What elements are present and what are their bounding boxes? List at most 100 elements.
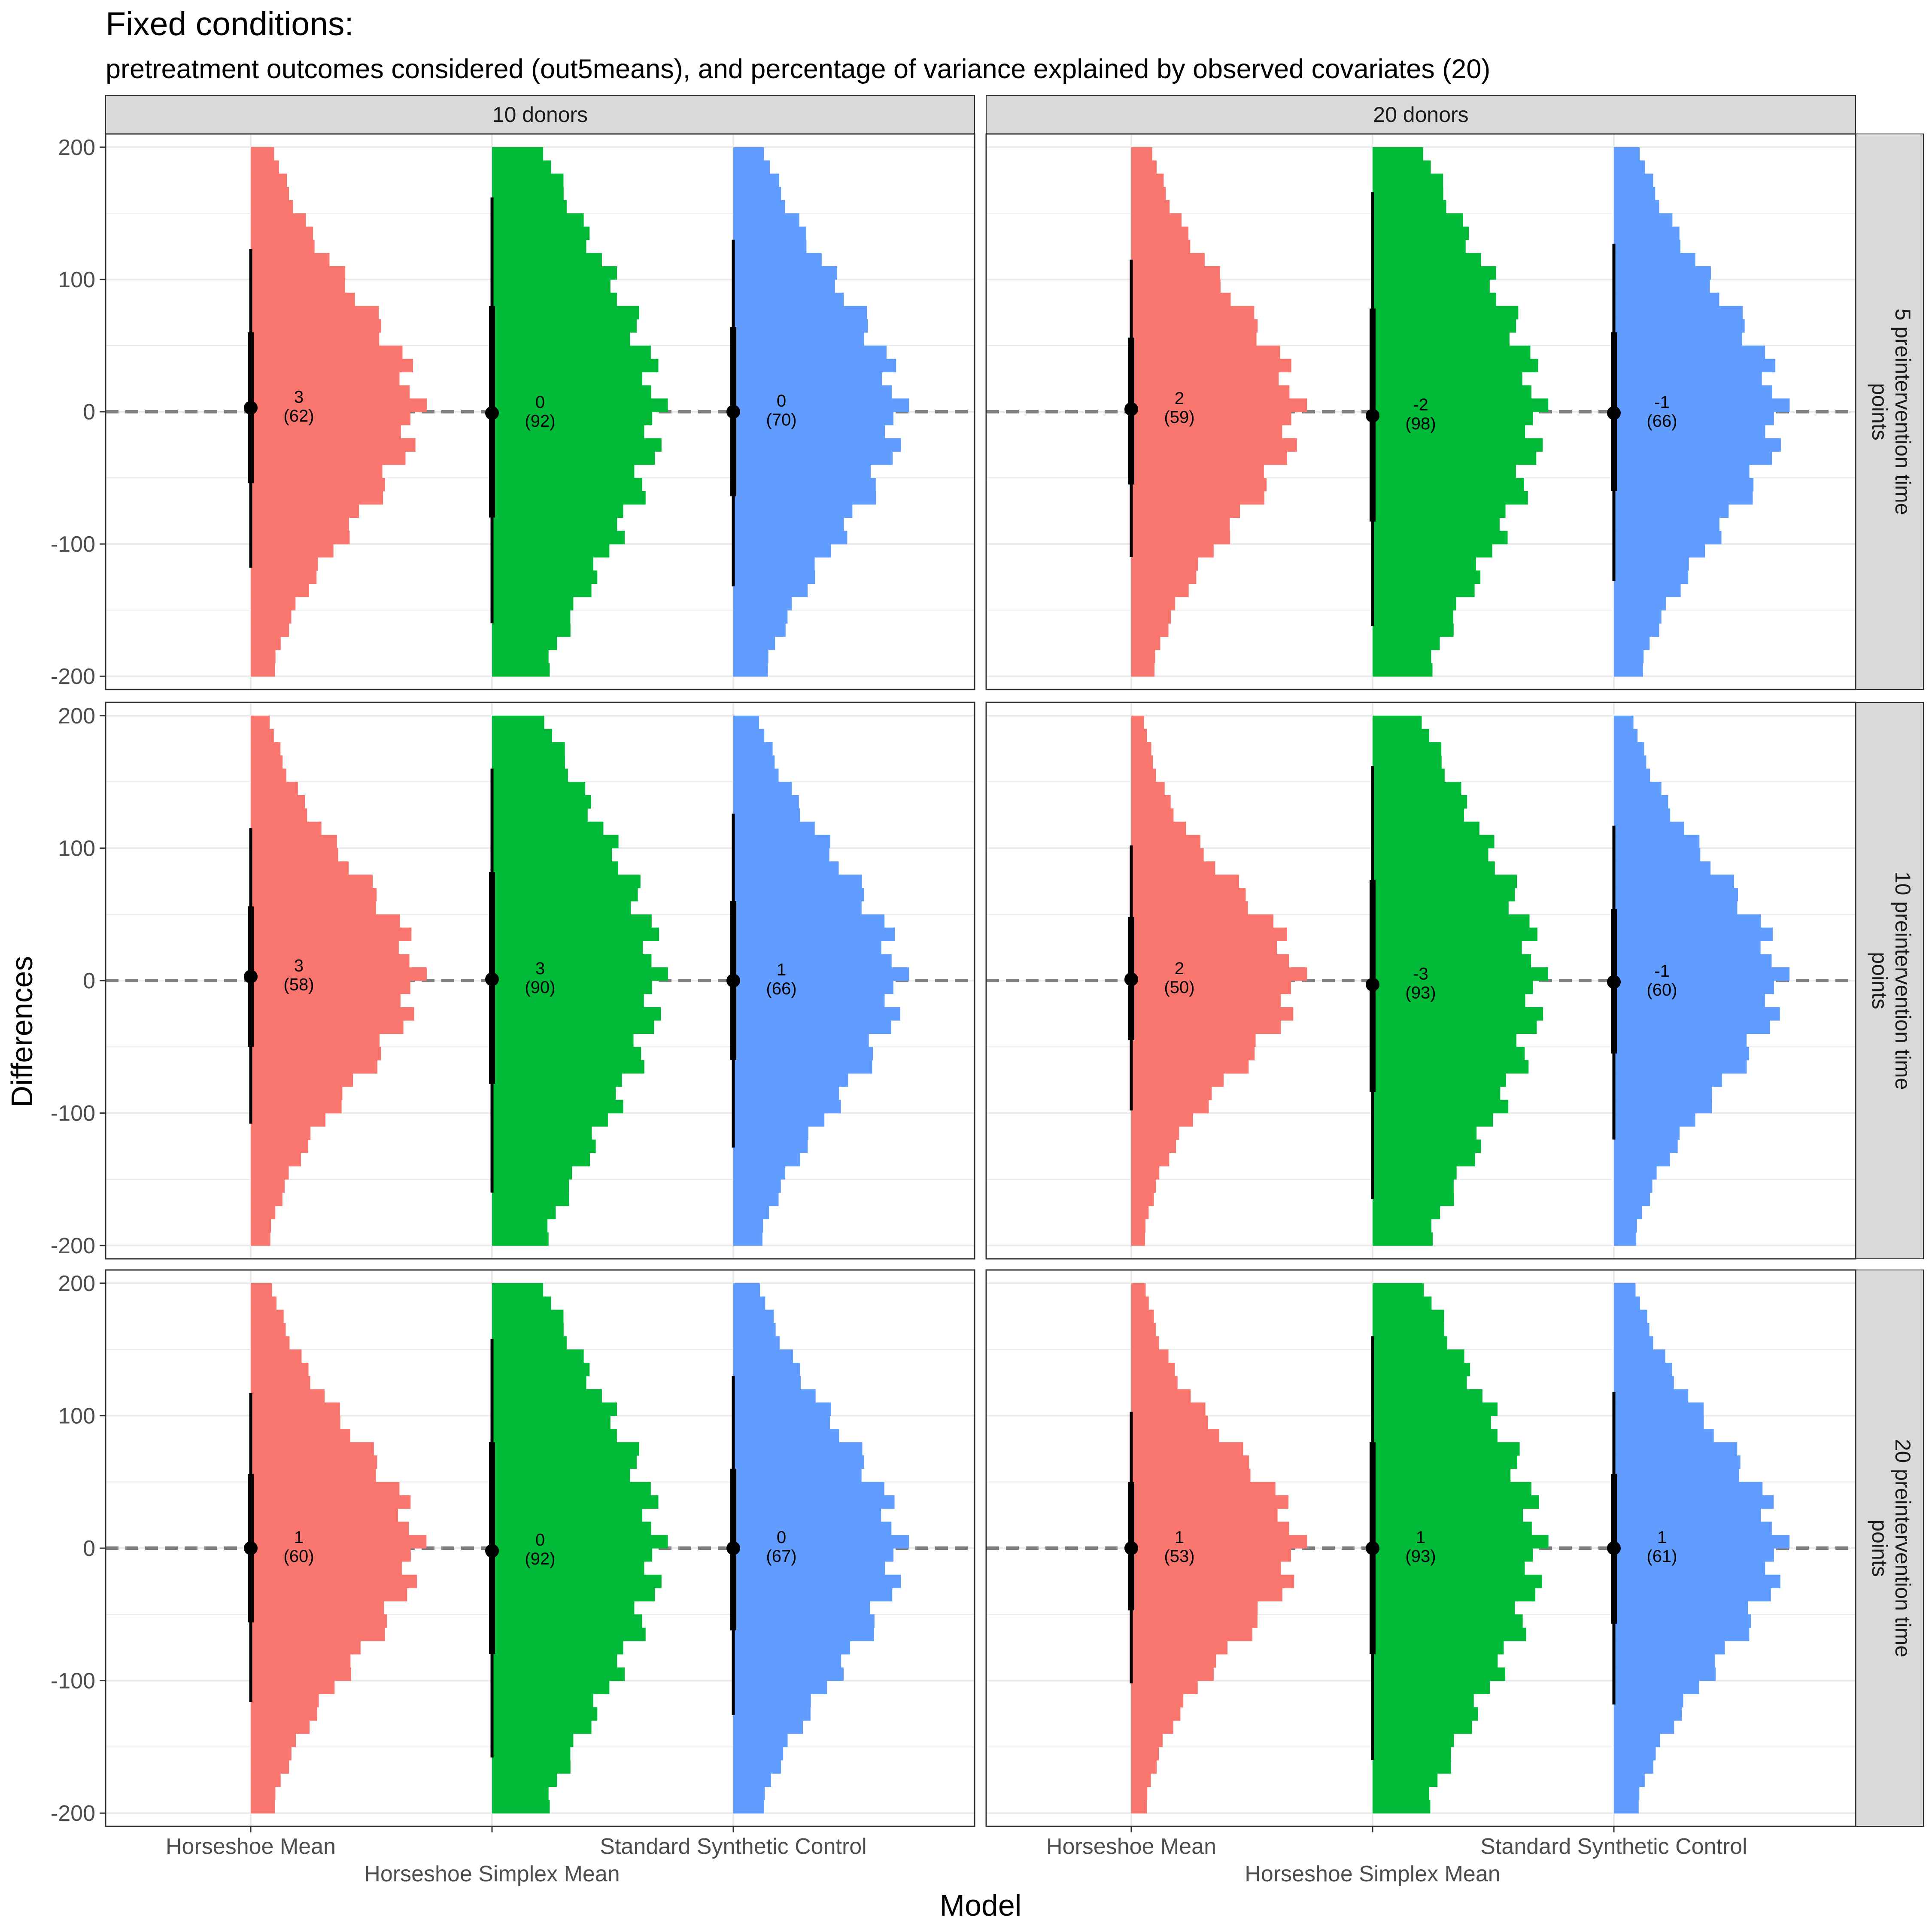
- histogram-bin: [492, 438, 662, 452]
- histogram-bin: [1131, 531, 1230, 544]
- histogram-bin: [1614, 782, 1662, 796]
- histogram-bin: [733, 1416, 830, 1429]
- median-point: [1366, 409, 1379, 423]
- histogram-bin: [492, 504, 623, 518]
- histogram-bin: [733, 173, 779, 187]
- histogram-bin: [492, 147, 544, 161]
- histogram-bin: [492, 1442, 639, 1456]
- histogram-bin: [251, 412, 410, 425]
- histogram-bin: [1614, 1588, 1771, 1602]
- median-point: [485, 972, 499, 986]
- histogram-bin: [1373, 1007, 1543, 1021]
- row-strip-label-line-2: points: [1868, 383, 1892, 440]
- histogram-bin: [251, 1033, 380, 1047]
- histogram-bin: [1131, 1020, 1281, 1034]
- spread-label: (50): [1164, 978, 1194, 997]
- histogram-bin: [1131, 914, 1274, 928]
- histogram-bin: [1131, 1323, 1156, 1337]
- histogram-bin: [1373, 729, 1429, 743]
- histogram-bin: [492, 1707, 598, 1721]
- histogram-bin: [733, 1336, 780, 1350]
- histogram-bin: [251, 782, 298, 796]
- histogram-bin: [251, 1153, 301, 1166]
- histogram-bin: [1373, 1139, 1481, 1153]
- histogram-bin: [733, 1786, 765, 1800]
- histogram-bin: [492, 200, 567, 214]
- histogram-bin: [1131, 345, 1280, 359]
- histogram-bin: [733, 1007, 900, 1021]
- histogram-bin: [251, 795, 305, 809]
- histogram-bin: [251, 1073, 353, 1087]
- y-axis-title: Differences: [5, 956, 39, 1108]
- histogram-bin: [1373, 1166, 1457, 1180]
- histogram-bin: [733, 1694, 811, 1707]
- histogram-bin: [1373, 557, 1476, 571]
- panel-1: 3(62)0(92)0(70): [105, 133, 975, 690]
- row-strip-2: [1855, 702, 1924, 1259]
- histogram-bin: [1131, 835, 1200, 849]
- panel-3: 3(58)3(90)1(66): [105, 702, 975, 1260]
- histogram-bin: [1373, 1192, 1454, 1206]
- histogram-bin: [1131, 1694, 1184, 1707]
- histogram-bin: [1614, 1047, 1750, 1060]
- histogram-bin: [733, 1429, 839, 1443]
- histogram-bin: [733, 1073, 848, 1087]
- histogram-bin: [492, 1574, 662, 1589]
- y-tick-label: 0: [83, 400, 95, 425]
- histogram-bin: [1614, 1574, 1780, 1589]
- histogram-bin: [733, 253, 822, 267]
- histogram-bin: [251, 478, 385, 492]
- histogram-bin: [733, 1680, 827, 1695]
- median-point: [485, 1544, 499, 1558]
- histogram-bin: [492, 345, 651, 359]
- histogram-bin: [492, 1363, 590, 1376]
- histogram-bin: [733, 1455, 864, 1469]
- histogram-bin: [1131, 213, 1182, 227]
- histogram-bin: [1373, 954, 1531, 968]
- chart-title: Fixed conditions:: [106, 6, 354, 43]
- histogram-bin: [492, 213, 584, 227]
- histogram-bin: [492, 808, 588, 822]
- histogram-bin: [1373, 1694, 1474, 1707]
- histogram-bin: [1373, 1336, 1447, 1350]
- histogram-bin: [1373, 1588, 1536, 1602]
- histogram-bin: [251, 1747, 292, 1761]
- histogram-bin: [1131, 1166, 1160, 1180]
- median-point: [1607, 1541, 1621, 1555]
- histogram-bin: [251, 570, 317, 584]
- histogram-bin: [492, 888, 638, 902]
- histogram-bin: [1373, 1060, 1529, 1074]
- histogram-2: [492, 715, 668, 1246]
- histogram-bin: [1131, 1416, 1208, 1429]
- histogram-bin: [251, 1139, 308, 1153]
- histogram-1: [1131, 715, 1307, 1246]
- histogram-bin: [1131, 888, 1246, 902]
- histogram-bin: [492, 967, 668, 981]
- median-label: -1: [1654, 393, 1670, 412]
- histogram-bin: [251, 1166, 289, 1180]
- histogram-bin: [1373, 981, 1533, 994]
- histogram-bin: [1373, 1601, 1515, 1615]
- histogram-bin: [251, 438, 416, 452]
- histogram-bin: [1614, 425, 1765, 439]
- histogram-bin: [733, 451, 893, 465]
- histogram-bin: [733, 993, 885, 1008]
- histogram-bin: [1373, 808, 1464, 822]
- histogram-3: [733, 147, 909, 677]
- median-point: [726, 405, 740, 419]
- histogram-bin: [733, 1086, 839, 1100]
- histogram-bin: [492, 1402, 617, 1416]
- histogram-bin: [1614, 1694, 1683, 1707]
- histogram-bin: [733, 1206, 769, 1220]
- histogram-bin: [1131, 1126, 1179, 1140]
- x-axis-title: Model: [940, 1889, 1022, 1922]
- histogram-bin: [1373, 1773, 1438, 1787]
- histogram-bin: [1131, 636, 1160, 650]
- histogram-bin: [492, 742, 565, 756]
- histogram-bin: [1131, 1588, 1282, 1602]
- histogram-bin: [1131, 226, 1189, 240]
- panel-2: 2(59) -2(98) -1(66): [985, 133, 1856, 690]
- histogram-bin: [251, 1389, 325, 1403]
- histogram-bin: [1373, 1153, 1475, 1166]
- histogram-bin: [251, 848, 338, 862]
